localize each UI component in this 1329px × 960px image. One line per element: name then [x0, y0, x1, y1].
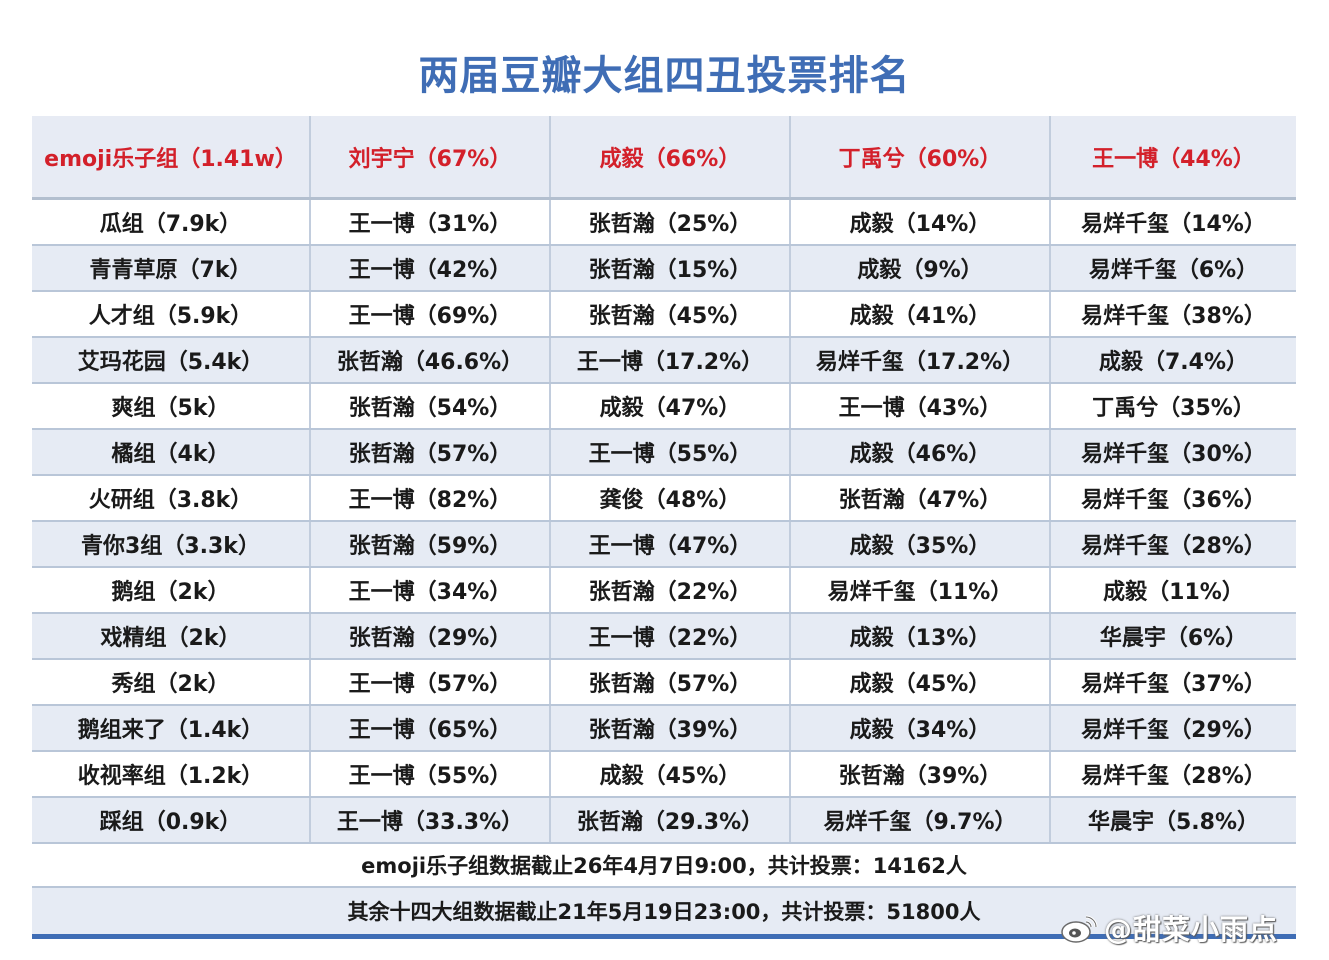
rank3-cell: 成毅（46%） — [791, 430, 1051, 474]
group-cell: 戏精组（2k） — [32, 614, 311, 658]
group-cell: 人才组（5.9k） — [32, 292, 311, 336]
rank4-cell: 易烊千玺（30%） — [1081, 442, 1266, 467]
rank4-cell: 易烊千玺（6%） — [1088, 258, 1259, 283]
rank2-cell: 龚俊（48%） — [551, 476, 791, 520]
rank3-cell: 易烊千玺（9.7%） — [791, 798, 1051, 842]
rank1-cell: 张哲瀚（29%） — [311, 614, 551, 658]
table-row: 瓜组（7.9k） 王一博（31%） 张哲瀚（25%） 成毅（14%） 易烊千玺（… — [32, 200, 1296, 246]
group-cell: 踩组（0.9k） — [32, 798, 311, 842]
table-row: 鹅组（2k） 王一博（34%） 张哲瀚（22%） 易烊千玺（11%） 成毅（11… — [32, 568, 1296, 614]
group-cell: 青青草原（7k） — [32, 246, 311, 290]
header-cell-rank4: 王一博（44%） — [1092, 146, 1255, 172]
rank3-cell: 易烊千玺（17.2%） — [791, 338, 1051, 382]
rank2-cell: 王一博（17.2%） — [551, 338, 791, 382]
rank4-cell: 易烊千玺（28%） — [1081, 534, 1266, 559]
rank2-cell: 成毅（45%） — [551, 752, 791, 796]
header-cell-rank3: 丁禹兮（60%） — [791, 116, 1051, 197]
rank1-cell: 王一博（42%） — [311, 246, 551, 290]
rank4-cell: 成毅（11%） — [1103, 580, 1244, 605]
rank1-cell: 王一博（34%） — [311, 568, 551, 612]
table-row: 火研组（3.8k） 王一博（82%） 龚俊（48%） 张哲瀚（47%） 易烊千玺… — [32, 476, 1296, 522]
weibo-icon — [1061, 915, 1098, 943]
rank4-cell: 易烊千玺（37%） — [1081, 672, 1266, 697]
group-cell: 青你3组（3.3k） — [32, 522, 311, 566]
table-row: 踩组（0.9k） 王一博（33.3%） 张哲瀚（29.3%） 易烊千玺（9.7%… — [32, 798, 1296, 844]
rank4-cell: 华晨宇（6%） — [1099, 626, 1248, 651]
rank4-cell: 华晨宇（5.8%） — [1087, 810, 1260, 835]
rank2-cell: 成毅（47%） — [551, 384, 791, 428]
group-cell: 瓜组（7.9k） — [32, 200, 311, 244]
table-row: 艾玛花园（5.4k） 张哲瀚（46.6%） 王一博（17.2%） 易烊千玺（17… — [32, 338, 1296, 384]
rank1-cell: 张哲瀚（54%） — [311, 384, 551, 428]
rank3-cell: 成毅（14%） — [791, 200, 1051, 244]
rank1-cell: 王一博（69%） — [311, 292, 551, 336]
rank3-cell: 成毅（9%） — [791, 246, 1051, 290]
rank2-cell: 王一博（55%） — [551, 430, 791, 474]
rank3-cell: 成毅（34%） — [791, 706, 1051, 750]
rank1-cell: 王一博（33.3%） — [311, 798, 551, 842]
rank4-cell: 易烊千玺（28%） — [1081, 764, 1266, 789]
table-header-row: emoji乐子组（1.41w） 刘宇宁（67%） 成毅（66%） 丁禹兮（60%… — [32, 116, 1296, 200]
rank2-cell: 张哲瀚（22%） — [551, 568, 791, 612]
table-row: 青你3组（3.3k） 张哲瀚（59%） 王一博（47%） 成毅（35%） 易烊千… — [32, 522, 1296, 568]
footer-note-other-groups: 其余十四大组数据截止21年5月19日23:00，共计投票：51800人 — [32, 888, 1296, 934]
rank2-cell: 张哲瀚（25%） — [551, 200, 791, 244]
rank4-cell: 成毅（7.4%） — [1098, 350, 1249, 375]
rank3-cell: 王一博（43%） — [791, 384, 1051, 428]
header-cell-rank1: 刘宇宁（67%） — [311, 116, 551, 197]
rank3-cell: 成毅（41%） — [791, 292, 1051, 336]
rank3-cell: 张哲瀚（39%） — [791, 752, 1051, 796]
rank2-cell: 张哲瀚（15%） — [551, 246, 791, 290]
table-row: 人才组（5.9k） 王一博（69%） 张哲瀚（45%） 成毅（41%） 易烊千玺… — [32, 292, 1296, 338]
group-cell: 收视率组（1.2k） — [32, 752, 311, 796]
group-cell: 火研组（3.8k） — [32, 476, 311, 520]
rank1-cell: 张哲瀚（46.6%） — [311, 338, 551, 382]
rank4-cell: 易烊千玺（38%） — [1081, 304, 1266, 329]
page-title: 两届豆瓣大组四丑投票排名 — [418, 53, 911, 99]
rank1-cell: 王一博（55%） — [311, 752, 551, 796]
rank3-cell: 张哲瀚（47%） — [791, 476, 1051, 520]
watermark: @甜菜小雨点 — [1060, 908, 1278, 948]
rank1-cell: 王一博（57%） — [311, 660, 551, 704]
rank2-cell: 张哲瀚（39%） — [551, 706, 791, 750]
table-row: 秀组（2k） 王一博（57%） 张哲瀚（57%） 成毅（45%） 易烊千玺（37… — [32, 660, 1296, 706]
rank4-cell: 易烊千玺（36%） — [1081, 488, 1266, 513]
rank2-cell: 张哲瀚（57%） — [551, 660, 791, 704]
table-row: 收视率组（1.2k） 王一博（55%） 成毅（45%） 张哲瀚（39%） 易烊千… — [32, 752, 1296, 798]
table-row: 鹅组来了（1.4k） 王一博（65%） 张哲瀚（39%） 成毅（34%） 易烊千… — [32, 706, 1296, 752]
rank4-cell: 易烊千玺（14%） — [1081, 212, 1266, 237]
group-cell: 艾玛花园（5.4k） — [32, 338, 311, 382]
rank1-cell: 张哲瀚（57%） — [311, 430, 551, 474]
rank3-cell: 易烊千玺（11%） — [791, 568, 1051, 612]
rank4-cell: 易烊千玺（29%） — [1081, 718, 1266, 743]
group-cell: 鹅组（2k） — [32, 568, 311, 612]
header-cell-group: emoji乐子组（1.41w） — [32, 116, 311, 197]
rank1-cell: 张哲瀚（59%） — [311, 522, 551, 566]
footer-note-emoji-group: emoji乐子组数据截止26年4月7日9:00，共计投票：14162人 — [32, 844, 1296, 888]
ranking-table: emoji乐子组（1.41w） 刘宇宁（67%） 成毅（66%） 丁禹兮（60%… — [32, 116, 1296, 939]
group-cell: 秀组（2k） — [32, 660, 311, 704]
group-cell: 爽组（5k） — [32, 384, 311, 428]
rank3-cell: 成毅（35%） — [791, 522, 1051, 566]
group-cell: 橘组（4k） — [32, 430, 311, 474]
header-cell-rank2: 成毅（66%） — [551, 116, 791, 197]
rank1-cell: 王一博（31%） — [311, 200, 551, 244]
rank3-cell: 成毅（13%） — [791, 614, 1051, 658]
bottom-accent-bar — [32, 934, 1296, 939]
rank2-cell: 王一博（47%） — [551, 522, 791, 566]
rank2-cell: 张哲瀚（45%） — [551, 292, 791, 336]
table-row: 橘组（4k） 张哲瀚（57%） 王一博（55%） 成毅（46%） 易烊千玺（30… — [32, 430, 1296, 476]
rank1-cell: 王一博（82%） — [311, 476, 551, 520]
table-row: 青青草原（7k） 王一博（42%） 张哲瀚（15%） 成毅（9%） 易烊千玺（6… — [32, 246, 1296, 292]
rank2-cell: 王一博（22%） — [551, 614, 791, 658]
group-cell: 鹅组来了（1.4k） — [32, 706, 311, 750]
table-row: 爽组（5k） 张哲瀚（54%） 成毅（47%） 王一博（43%） 丁禹兮（35%… — [32, 384, 1296, 430]
rank2-cell: 张哲瀚（29.3%） — [551, 798, 791, 842]
rank3-cell: 成毅（45%） — [791, 660, 1051, 704]
table-row: 戏精组（2k） 张哲瀚（29%） 王一博（22%） 成毅（13%） 华晨宇（6%… — [32, 614, 1296, 660]
rank4-cell: 丁禹兮（35%） — [1092, 396, 1255, 421]
watermark-text: @甜菜小雨点 — [1104, 913, 1279, 946]
rank1-cell: 王一博（65%） — [311, 706, 551, 750]
